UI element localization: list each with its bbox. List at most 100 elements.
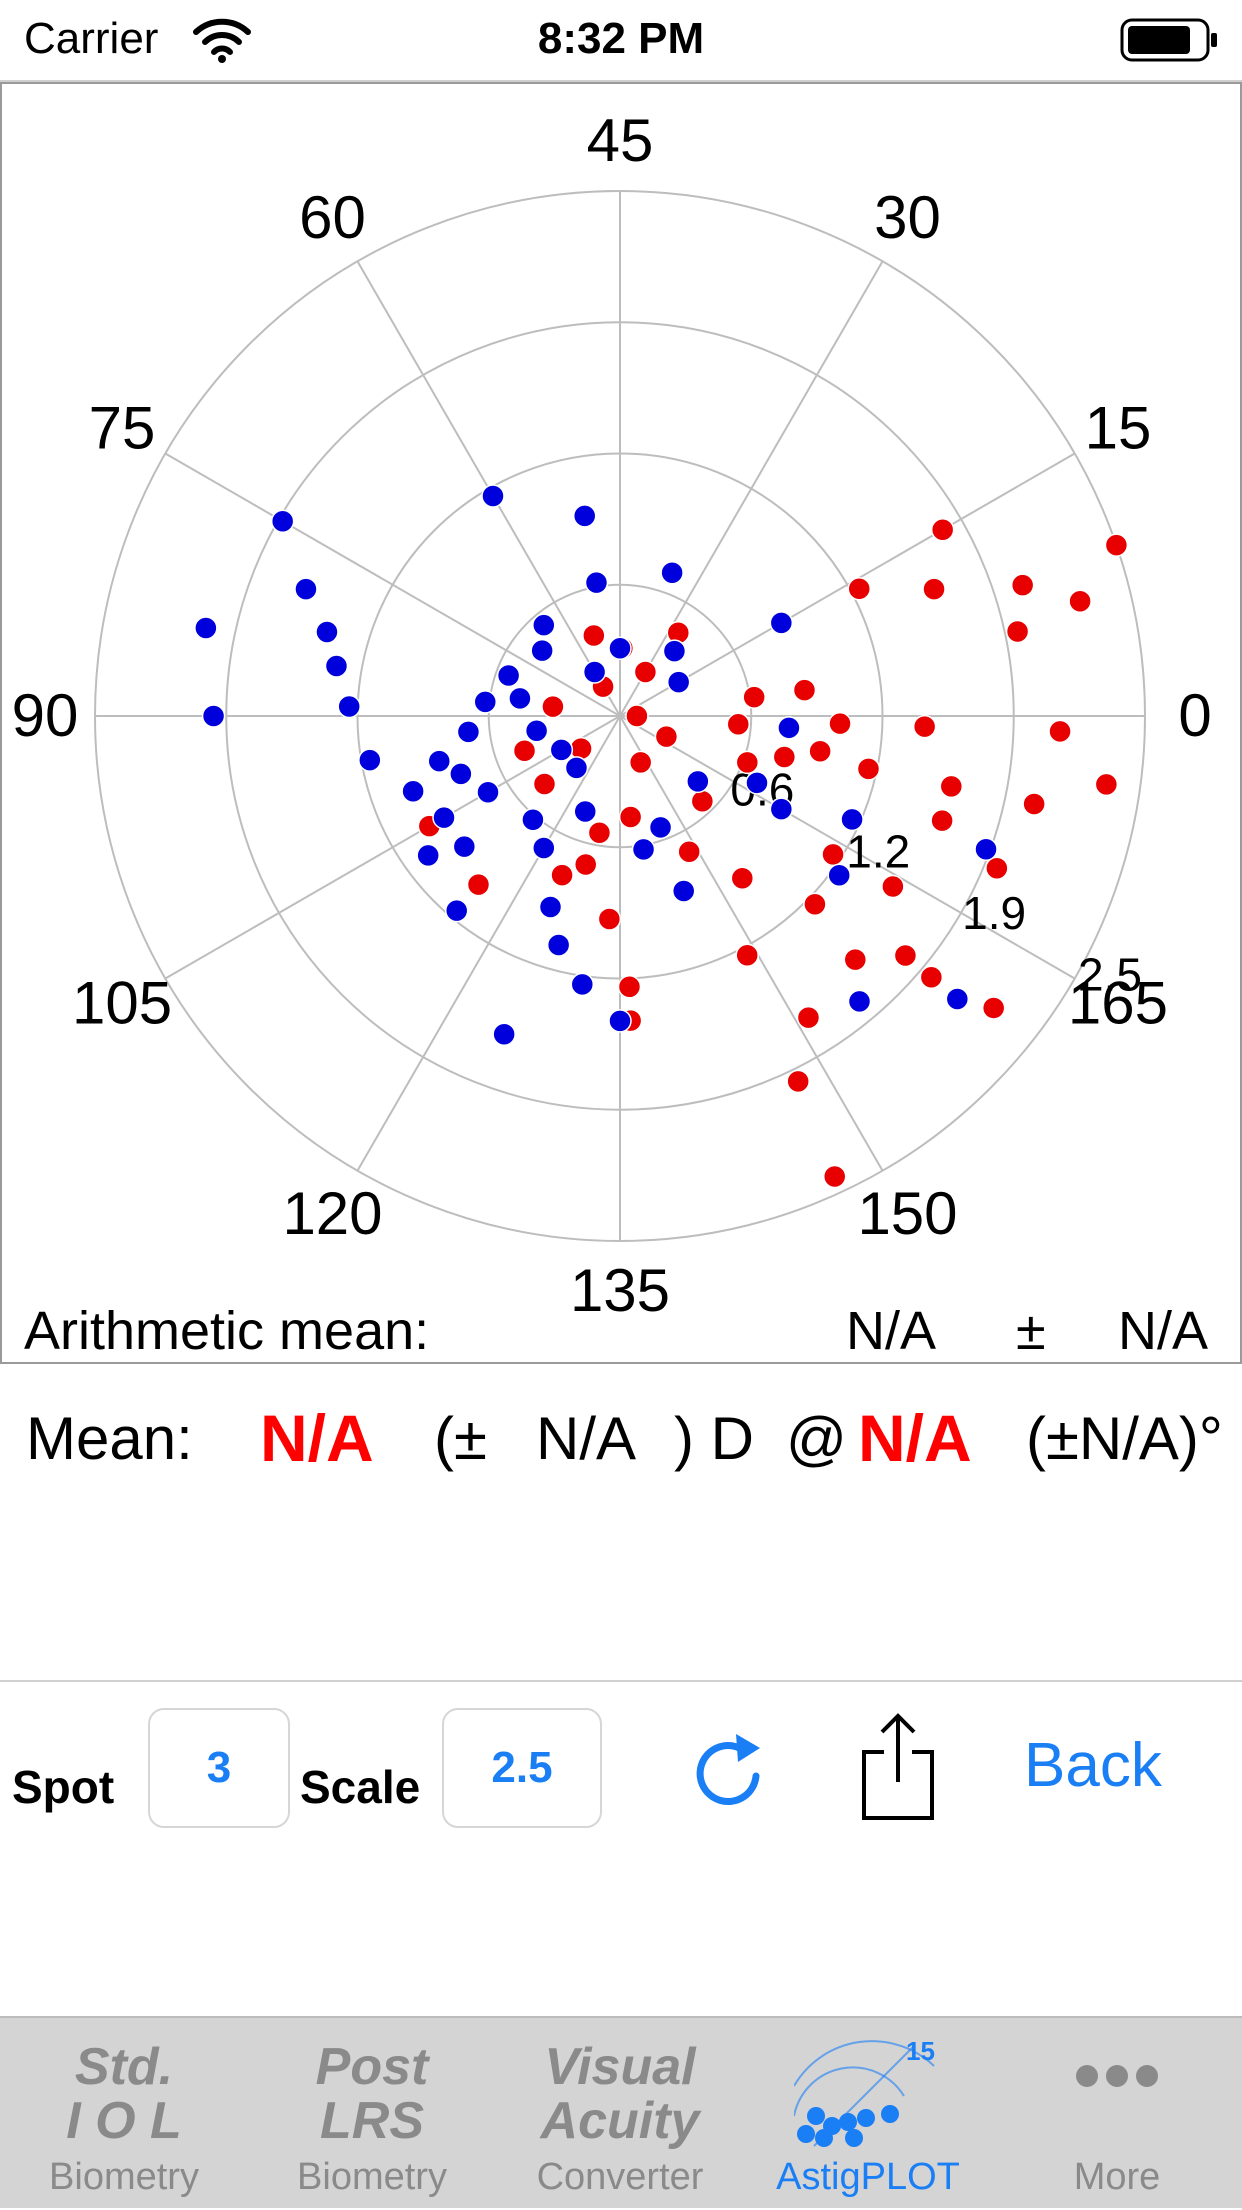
angle-tick-label: 0 (1178, 682, 1211, 749)
data-point (532, 836, 556, 860)
data-point (631, 837, 656, 862)
tab-more[interactable]: More (992, 2018, 1242, 2210)
data-point (315, 620, 339, 644)
battery-icon (1120, 18, 1217, 62)
data-point (648, 815, 673, 840)
scale-input[interactable]: 2.5 (442, 1708, 602, 1828)
data-point (449, 762, 473, 786)
angle-tick-label: 60 (299, 184, 366, 251)
data-point (930, 517, 955, 542)
data-point (452, 834, 477, 859)
data-point (919, 965, 944, 990)
data-point (324, 654, 349, 678)
tab-label: More (1073, 2156, 1161, 2198)
data-point (628, 750, 653, 775)
data-point (532, 613, 556, 637)
data-point (416, 843, 440, 868)
arithmetic-mean-sd: N/A (1118, 1301, 1209, 1361)
data-point (666, 670, 691, 694)
data-point (786, 1069, 810, 1094)
data-point (922, 577, 946, 601)
data-point (822, 1164, 847, 1189)
data-point (827, 863, 851, 888)
data-point (584, 570, 609, 595)
post-lrs-icon: Post LRS (315, 2038, 429, 2150)
data-point (572, 504, 597, 528)
data-point (745, 771, 769, 795)
angle-tick-label: 45 (587, 107, 654, 174)
arithmetic-mean-value: N/A (846, 1301, 937, 1361)
data-point (945, 987, 970, 1011)
grid-spoke (164, 452, 621, 717)
mean-paren-open: (± (434, 1405, 487, 1472)
back-button[interactable]: Back (1024, 1731, 1162, 1800)
data-point (808, 739, 832, 764)
data-point (432, 805, 456, 830)
data-point (1010, 573, 1035, 597)
refresh-icon[interactable] (688, 1730, 768, 1810)
data-point (512, 739, 537, 763)
grid-spoke (619, 715, 1076, 980)
radial-tick-label: 1.2 (846, 825, 910, 877)
data-point (530, 638, 554, 663)
clock: 8:32 PM (537, 14, 705, 63)
spot-input[interactable]: 3 (148, 1708, 290, 1828)
spot-label: Spot (12, 1761, 115, 1813)
tab-std-iol-biometry[interactable]: Std. I O L Biometry (0, 2018, 248, 2210)
data-point (671, 879, 696, 903)
data-point (840, 807, 864, 832)
tab-astigplot[interactable]: 15 AstigPLOT (744, 2018, 992, 2210)
data-point (466, 872, 491, 897)
angle-tick-label: 75 (89, 395, 156, 462)
data-point (1068, 589, 1092, 614)
data-point (792, 678, 817, 702)
data-point (828, 711, 852, 736)
data-point (1094, 772, 1119, 797)
mean-magnitude-sd: N/A (536, 1405, 637, 1472)
data-point (730, 866, 755, 891)
data-point (401, 779, 425, 804)
std-iol-icon: Std. I O L (66, 2038, 182, 2150)
angle-tick-label: 105 (72, 970, 172, 1037)
visual-acuity-icon: Visual Acuity (540, 2038, 700, 2150)
scale-label: Scale (300, 1761, 421, 1813)
data-point (496, 663, 521, 688)
data-point (549, 738, 574, 762)
angle-tick-label: 150 (857, 1180, 957, 1247)
data-point (985, 856, 1009, 881)
grid-spoke (164, 715, 621, 980)
data-point (481, 484, 505, 508)
data-point (444, 898, 469, 923)
data-point (608, 636, 632, 661)
data-point (538, 895, 563, 919)
data-point (337, 694, 361, 719)
data-point (550, 863, 574, 887)
data-point (573, 799, 597, 824)
arithmetic-mean-label: Arithmetic mean: (24, 1301, 430, 1361)
data-point (617, 975, 642, 999)
mean-at: @ (786, 1405, 847, 1472)
angle-tick-label: 15 (1085, 395, 1152, 462)
data-point (541, 694, 565, 719)
plot-frame (0, 82, 1242, 1364)
data-point (270, 509, 295, 533)
arithmetic-plus-minus: ± (1016, 1301, 1046, 1361)
tab-visual-acuity-converter[interactable]: Visual Acuity Converter (496, 2018, 744, 2210)
data-point (735, 943, 759, 968)
radial-tick-label: 2.5 (1078, 949, 1142, 1001)
wifi-icon (193, 18, 251, 63)
grid-spoke (619, 260, 884, 717)
svg-text:15: 15 (906, 2036, 935, 2066)
data-point (1048, 719, 1072, 744)
share-icon[interactable] (858, 1712, 938, 1822)
data-point (769, 611, 794, 635)
data-point (597, 907, 622, 931)
data-point (427, 749, 451, 773)
data-point (662, 639, 687, 663)
tab-post-lrs-biometry[interactable]: Post LRS Biometry (248, 2018, 496, 2210)
angle-tick-label: 30 (874, 184, 941, 251)
data-point (587, 820, 612, 845)
mean-label: Mean: (26, 1405, 193, 1472)
data-point (821, 842, 845, 867)
tab-label: AstigPLOT (776, 2156, 960, 2198)
